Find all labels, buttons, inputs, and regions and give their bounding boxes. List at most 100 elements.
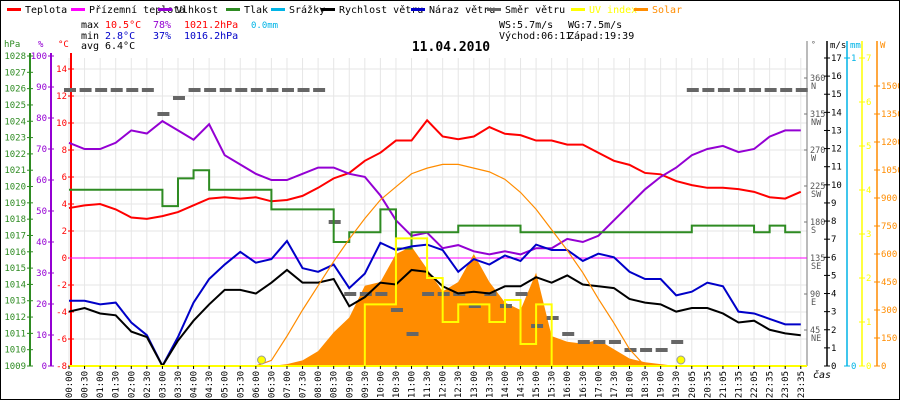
wind-direction-mark: [406, 332, 419, 336]
chart-title: 11.04.2010: [412, 40, 490, 55]
stat-min-press: 1016.2hPa: [184, 31, 238, 42]
grid: [68, 58, 807, 367]
axis-tick-label: 6: [831, 253, 836, 263]
axis-tick-label: 5: [831, 271, 836, 281]
legend-label: Solar: [652, 5, 682, 16]
axis-tick-label: 12: [56, 92, 67, 102]
x-tick-label: 16:30: [579, 371, 589, 398]
legend-swatch: [226, 8, 240, 11]
axis-tick-label: 90: [810, 290, 820, 300]
x-tick-label: 23:35: [797, 371, 807, 398]
x-tick-label: 04:00: [190, 371, 200, 398]
axis-tick-label: 360: [810, 74, 825, 84]
x-tick-label: 21:35: [734, 371, 744, 398]
axis-tick-label: 45: [810, 326, 820, 336]
axis-tick-label: 70: [36, 145, 47, 155]
legend-item-0: Teplota: [7, 5, 67, 16]
axis-tick-label: 1020: [4, 183, 26, 193]
x-tick-label: 03:30: [174, 371, 184, 398]
axis-tick-label: 1023: [4, 134, 26, 144]
x-tick-label: 19:30: [672, 371, 682, 398]
stats-block: max 10.5°C 78% 1021.2hPa 0.0mm min 2.8°C…: [81, 20, 634, 52]
legend-item-1: Přízemní teplota: [71, 4, 185, 16]
wind-direction-mark: [235, 88, 248, 92]
axis-tick-label: 80: [36, 114, 47, 124]
axis-tick-label: 0: [831, 362, 836, 372]
axis-tick-label: 135: [810, 254, 825, 264]
wind-direction-mark: [375, 292, 388, 296]
x-tick-label: 17:00: [594, 371, 604, 398]
axis-tick-label: 1018: [4, 215, 26, 225]
x-tick-label: 13:30: [485, 371, 495, 398]
stat-sunrise: Východ:06:11: [499, 30, 571, 42]
uv-axis: 7 6 5 4 3 2 1 0: [859, 41, 871, 372]
stat-min-hum: 37%: [153, 31, 171, 42]
wind-direction-mark: [733, 88, 746, 92]
series-solar-area: [69, 246, 801, 366]
axis-tick-label: 4: [866, 186, 871, 196]
x-tick-label: 09:00: [345, 371, 355, 398]
stat-avg-label: avg: [81, 41, 99, 52]
axis-tick-label: 10: [56, 119, 67, 129]
legend-item-4: Srážky: [271, 4, 325, 16]
wind-direction-mark: [126, 88, 139, 92]
x-tick-label: 07:00: [283, 371, 293, 398]
axis-tick-label: 600: [881, 250, 897, 260]
axis-unit: °: [811, 40, 816, 49]
axis-tick-label: 15: [831, 90, 842, 100]
x-tick-label: 05:30: [236, 371, 246, 398]
legend-swatch: [411, 8, 425, 11]
x-tick-label: 01:00: [96, 371, 106, 398]
x-tick-label: 20:35: [703, 371, 713, 398]
x-tick-label: 10:30: [392, 371, 402, 398]
stat-max-hum: 78%: [153, 20, 171, 31]
axis-tick-label: 10: [831, 181, 842, 191]
x-tick-label: 08:00: [314, 371, 324, 398]
wind-direction-mark: [577, 340, 590, 344]
legend-item-3: Tlak: [226, 5, 268, 16]
axis-tick-direction: SW: [811, 190, 822, 200]
axis-tick-label: 3: [831, 308, 836, 318]
series-rychlost-větru: [68, 268, 801, 369]
axis-tick-label: 1009: [4, 362, 26, 372]
stat-min-temp: 2.8°C: [105, 31, 135, 42]
legend-item-6: Náraz větru: [411, 4, 495, 16]
legend-label: Teplota: [25, 5, 67, 16]
wind-direction-mark: [188, 88, 201, 92]
wind-direction-mark: [515, 292, 528, 296]
series-vlhkost: [68, 119, 801, 256]
x-tick-label: 01:30: [112, 371, 122, 398]
x-axis-ticks: 00:00 00:30 01:00 01:30 02:00 02:30 03:00 03:30…: [65, 366, 807, 398]
wind-direction-mark: [250, 88, 263, 92]
legend-swatch: [634, 8, 648, 11]
x-tick-label: 12:30: [454, 371, 464, 398]
wind-direction-mark: [204, 88, 217, 92]
x-tick-label: 22:35: [766, 371, 776, 398]
axis-tick-label: 0: [42, 362, 47, 372]
axis-tick-label: 2: [866, 274, 871, 284]
wind-direction-mark: [390, 308, 403, 312]
stat-max-press: 1021.2hPa: [184, 20, 238, 31]
axis-tick-label: 315: [810, 110, 825, 120]
x-tick-label: 11:30: [423, 371, 433, 398]
axis-tick-label: 40: [36, 238, 47, 248]
axis-tick-direction: E: [811, 298, 816, 308]
legend-label: Rychlost větru: [339, 4, 423, 16]
x-tick-label: 23:05: [781, 371, 791, 398]
axis-tick-label: 1027: [4, 68, 26, 78]
x-tick-label: 21:05: [719, 371, 729, 398]
legend-item-2: Vlhkost: [158, 5, 218, 16]
wind-direction-mark: [655, 348, 668, 352]
legend-label: Tlak: [244, 5, 268, 16]
axis-tick-direction: S: [811, 226, 816, 236]
wind-direction-mark: [702, 88, 715, 92]
axis-tick-label: 1350: [881, 110, 899, 120]
x-tick-label: 00:00: [65, 371, 75, 398]
wind-direction-mark: [671, 340, 684, 344]
x-tick-label: 09:30: [361, 371, 371, 398]
axis-tick-label: 5: [866, 142, 871, 152]
axis-unit: W: [880, 41, 886, 51]
axis-tick-label: 150: [881, 334, 897, 344]
axis-tick-label: 17: [831, 54, 842, 64]
axis-tick-label: 1017: [4, 231, 26, 241]
